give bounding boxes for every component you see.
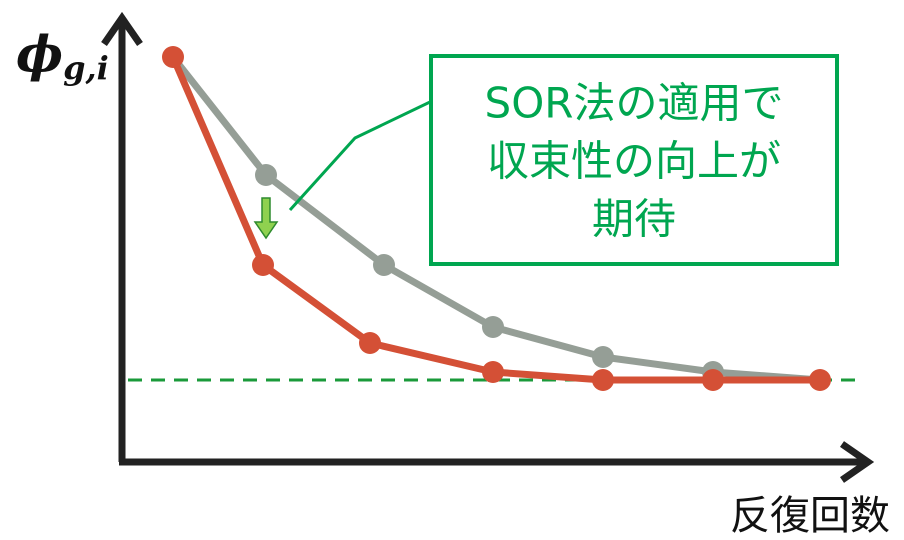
x-axis-label: 反復回数 — [730, 493, 890, 539]
callout-text: SOR法の適用で 収束性の向上が 期待 — [485, 79, 784, 244]
point — [482, 361, 504, 383]
y-axis-arrowhead — [101, 11, 143, 46]
x-axis-arrowhead — [840, 441, 875, 483]
point — [592, 369, 614, 391]
callout-line: 期待 — [592, 195, 676, 244]
improvement-arrow — [253, 197, 279, 240]
y-axis-subscript: g,i — [63, 49, 109, 87]
sor-iteration-points — [162, 46, 831, 391]
point — [809, 369, 831, 391]
point — [373, 254, 395, 276]
callout-line: 収束性の向上が — [487, 137, 781, 186]
point — [255, 164, 277, 186]
point — [162, 46, 184, 68]
point — [702, 369, 724, 391]
callout-connector — [288, 100, 431, 212]
y-axis-symbol: ϕ — [16, 24, 63, 83]
point — [482, 316, 504, 338]
y-axis-label: ϕg,i — [16, 24, 109, 87]
callout-box — [429, 54, 839, 266]
point — [592, 346, 614, 368]
callout-line: SOR法の適用で — [485, 79, 784, 128]
point — [252, 254, 274, 276]
point — [359, 332, 381, 354]
